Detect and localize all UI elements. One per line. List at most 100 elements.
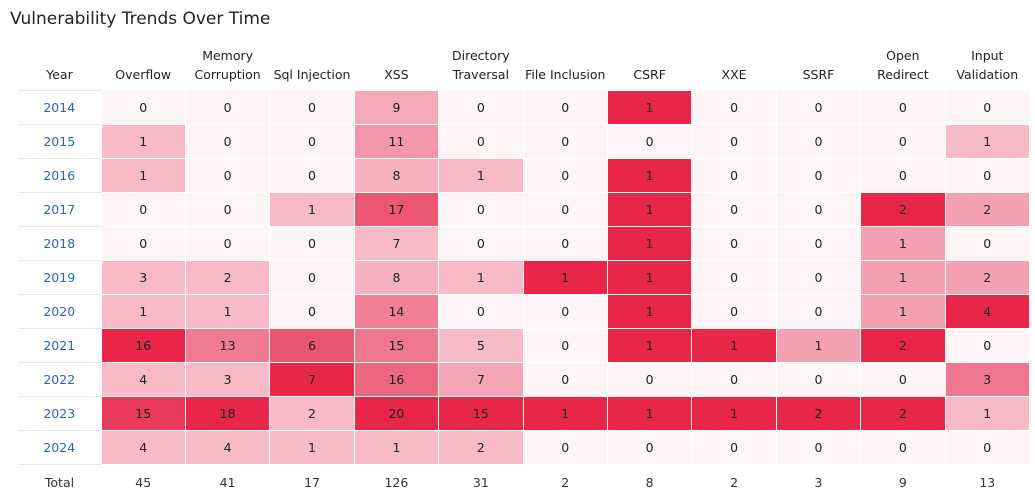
heat-cell: 6 <box>270 329 354 363</box>
heat-cell: 0 <box>861 125 945 159</box>
heat-cell: 2 <box>945 261 1029 295</box>
heat-cell: 1 <box>607 295 691 329</box>
column-header: Memory Corruption <box>185 40 269 91</box>
heat-cell: 16 <box>354 363 438 397</box>
heat-cell: 15 <box>354 329 438 363</box>
heat-cell: 0 <box>692 363 776 397</box>
heat-cell: 0 <box>692 91 776 125</box>
heat-cell: 0 <box>607 363 691 397</box>
heat-cell: 0 <box>776 125 860 159</box>
heat-cell: 0 <box>523 431 607 465</box>
heat-cell: 0 <box>101 193 185 227</box>
heat-cell: 2 <box>861 329 945 363</box>
heat-cell: 1 <box>607 91 691 125</box>
heat-cell: 1 <box>101 159 185 193</box>
heat-cell: 3 <box>945 363 1029 397</box>
heat-cell: 2 <box>185 261 269 295</box>
heat-cell: 4 <box>945 295 1029 329</box>
heat-cell: 0 <box>185 227 269 261</box>
heat-cell: 1 <box>861 261 945 295</box>
heat-cell: 0 <box>945 227 1029 261</box>
heat-cell: 0 <box>270 261 354 295</box>
column-header: Year <box>18 40 101 91</box>
year: 2017 <box>18 193 101 227</box>
total-cell: 9 <box>861 465 945 499</box>
heat-cell: 0 <box>270 295 354 329</box>
heat-cell: 15 <box>101 397 185 431</box>
heat-cell: 2 <box>776 397 860 431</box>
year: 2024 <box>18 431 101 465</box>
year: 2023 <box>18 397 101 431</box>
heat-cell: 0 <box>439 227 523 261</box>
total-cell: 126 <box>354 465 438 499</box>
column-header: Open Redirect <box>861 40 945 91</box>
heat-cell: 0 <box>101 227 185 261</box>
total-cell: 13 <box>945 465 1029 499</box>
heat-cell: 0 <box>523 193 607 227</box>
year: 2022 <box>18 363 101 397</box>
heat-cell: 0 <box>945 329 1029 363</box>
title: Vulnerability Trends Over Time <box>10 9 270 29</box>
heat-cell: 0 <box>861 91 945 125</box>
heat-cell: 0 <box>185 91 269 125</box>
heat-cell: 1 <box>439 261 523 295</box>
heat-cell: 13 <box>185 329 269 363</box>
heat-cell: 3 <box>101 261 185 295</box>
heat-cell: 7 <box>354 227 438 261</box>
heat-cell: 0 <box>692 193 776 227</box>
year: 2016 <box>18 159 101 193</box>
heat-cell: 15 <box>439 397 523 431</box>
heat-cell: 1 <box>439 159 523 193</box>
heat-cell: 0 <box>776 91 860 125</box>
heat-cell: 7 <box>439 363 523 397</box>
heat-cell: 0 <box>776 193 860 227</box>
year: 2019 <box>18 261 101 295</box>
column-header: CSRF <box>607 40 691 91</box>
heat-cell: 4 <box>101 363 185 397</box>
heat-cell: 0 <box>185 125 269 159</box>
heat-cell: 0 <box>523 159 607 193</box>
heat-cell: 0 <box>692 159 776 193</box>
heat-cell: 17 <box>354 193 438 227</box>
heat-cell: 0 <box>101 91 185 125</box>
heat-cell: 0 <box>945 431 1029 465</box>
heat-cell: 1 <box>776 329 860 363</box>
heat-cell: 0 <box>523 227 607 261</box>
heat-cell: 4 <box>101 431 185 465</box>
heat-cell: 0 <box>270 159 354 193</box>
year: 2014 <box>18 91 101 125</box>
heat-cell: 2 <box>270 397 354 431</box>
heat-cell: 8 <box>354 261 438 295</box>
total-cell: 8 <box>607 465 691 499</box>
heat-cell: 0 <box>523 363 607 397</box>
heat-cell: 0 <box>439 91 523 125</box>
heat-cell: 9 <box>354 91 438 125</box>
heat-cell: 1 <box>185 295 269 329</box>
heat-cell: 0 <box>607 125 691 159</box>
heat-cell: 0 <box>185 193 269 227</box>
total-cell: 45 <box>101 465 185 499</box>
heat-cell: 4 <box>185 431 269 465</box>
heat-cell: 1 <box>607 329 691 363</box>
total-cell: 2 <box>523 465 607 499</box>
heat-cell: 0 <box>270 91 354 125</box>
heat-cell: 1 <box>101 295 185 329</box>
heat-cell: 1 <box>607 227 691 261</box>
total-cell: 31 <box>439 465 523 499</box>
heat-cell: 0 <box>776 159 860 193</box>
heat-cell: 1 <box>692 397 776 431</box>
heat-cell: 1 <box>101 125 185 159</box>
column-header: File Inclusion <box>523 40 607 91</box>
total-cell: 3 <box>776 465 860 499</box>
heat-cell: 1 <box>861 227 945 261</box>
column-header: SSRF <box>776 40 860 91</box>
year: 2020 <box>18 295 101 329</box>
